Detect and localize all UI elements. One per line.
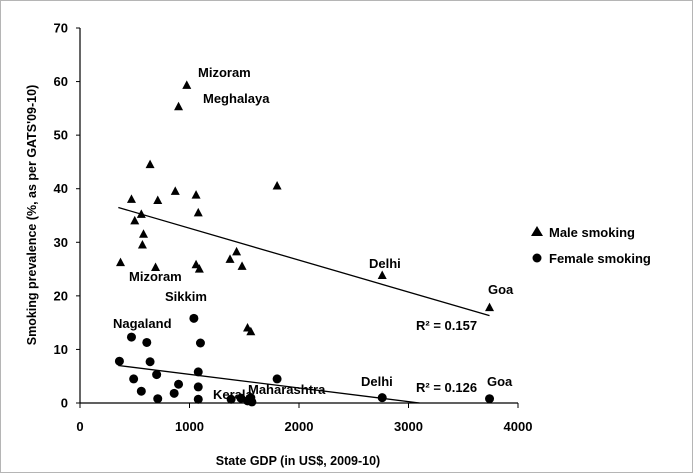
annotation-label: Mizoram bbox=[198, 65, 251, 80]
female-data-point bbox=[193, 394, 203, 404]
male-data-point bbox=[193, 207, 203, 217]
state-annotations: Mizoram Meghalaya Delhi Goa Mizoram Sikk… bbox=[113, 65, 514, 402]
female-data-point bbox=[126, 332, 136, 342]
female-data-point bbox=[195, 338, 205, 348]
male-smoking-points bbox=[116, 80, 495, 336]
annotation-label: Delhi bbox=[361, 374, 393, 389]
legend-label-female: Female smoking bbox=[549, 251, 651, 266]
female-data-point bbox=[193, 382, 203, 392]
legend-item-male: Male smoking bbox=[531, 225, 635, 240]
male-data-point bbox=[137, 239, 147, 249]
y-tick-labels: 0 10 20 30 40 50 60 70 bbox=[54, 21, 68, 411]
y-tick-label: 30 bbox=[54, 235, 68, 250]
annotation-label: Nagaland bbox=[113, 316, 172, 331]
female-data-point bbox=[272, 374, 282, 384]
female-data-point bbox=[142, 337, 152, 347]
x-tick-label: 0 bbox=[76, 419, 83, 434]
male-data-point bbox=[139, 229, 149, 238]
female-data-point bbox=[153, 394, 163, 404]
female-data-point bbox=[193, 367, 203, 377]
female-data-point bbox=[152, 370, 162, 380]
y-tick-label: 20 bbox=[54, 288, 68, 303]
annotation-label: Maharashtra bbox=[248, 382, 326, 397]
trendlines bbox=[118, 206, 490, 404]
y-tick-label: 10 bbox=[54, 342, 68, 357]
annotation-label: Sikkim bbox=[165, 289, 207, 304]
male-data-point bbox=[116, 257, 126, 267]
male-data-point bbox=[225, 254, 235, 263]
female-smoking-points bbox=[114, 313, 495, 407]
female-trendline bbox=[118, 364, 420, 404]
annotation-label: Goa bbox=[487, 374, 513, 389]
annotation-label: Goa bbox=[488, 282, 514, 297]
y-tick-label: 60 bbox=[54, 74, 68, 89]
male-data-point bbox=[272, 181, 282, 190]
x-tick-labels: 0 1000 2000 3000 4000 bbox=[76, 419, 532, 434]
female-data-point bbox=[169, 388, 179, 398]
male-data-point bbox=[145, 159, 155, 169]
annotation-label: Mizoram bbox=[129, 269, 182, 284]
y-axis bbox=[76, 27, 81, 404]
male-data-point bbox=[237, 261, 247, 270]
male-data-point bbox=[130, 215, 140, 225]
legend-label-male: Male smoking bbox=[549, 225, 635, 240]
female-r2-label: R² = 0.126 bbox=[416, 380, 477, 395]
male-data-point bbox=[126, 194, 136, 203]
x-tick-label: 1000 bbox=[175, 419, 204, 434]
annotation-label: Kerala bbox=[213, 387, 254, 402]
female-data-point bbox=[247, 397, 257, 407]
y-tick-label: 40 bbox=[54, 181, 68, 196]
male-data-point bbox=[174, 101, 184, 111]
legend: Male smoking Female smoking bbox=[531, 225, 651, 266]
x-tick-label: 4000 bbox=[504, 419, 533, 434]
y-tick-label: 0 bbox=[61, 396, 68, 411]
annotation-label: Delhi bbox=[369, 256, 401, 271]
female-data-point bbox=[189, 313, 199, 323]
female-data-point bbox=[226, 394, 236, 404]
circle-marker-icon bbox=[532, 253, 542, 263]
female-data-point bbox=[485, 394, 495, 404]
female-data-point bbox=[377, 393, 387, 403]
annotation-label: Meghalaya bbox=[203, 91, 270, 106]
female-data-point bbox=[129, 374, 139, 384]
female-data-point bbox=[114, 356, 124, 366]
triangle-marker-icon bbox=[531, 226, 543, 236]
female-data-point bbox=[174, 379, 184, 389]
male-data-point bbox=[232, 246, 242, 256]
male-data-point bbox=[246, 326, 256, 336]
y-tick-label: 50 bbox=[54, 128, 68, 143]
male-data-point bbox=[191, 190, 201, 199]
y-tick-label: 70 bbox=[54, 21, 68, 36]
x-tick-label: 2000 bbox=[285, 419, 314, 434]
x-tick-label: 3000 bbox=[394, 419, 423, 434]
legend-item-female: Female smoking bbox=[532, 251, 651, 266]
x-axis-label: State GDP (in US$, 2009-10) bbox=[216, 454, 380, 468]
male-data-point bbox=[485, 302, 495, 312]
male-data-point bbox=[182, 80, 192, 89]
male-data-point bbox=[136, 209, 146, 218]
female-data-point bbox=[136, 386, 146, 396]
male-trendline bbox=[118, 206, 490, 317]
female-data-point bbox=[145, 357, 155, 367]
male-data-point bbox=[377, 270, 387, 279]
male-data-point bbox=[153, 195, 163, 204]
male-data-point bbox=[194, 264, 204, 273]
x-axis bbox=[79, 402, 519, 408]
male-data-point bbox=[170, 186, 180, 195]
y-axis-label: Smoking prevalence (%, as per GATS'09-10… bbox=[25, 85, 39, 345]
male-r2-label: R² = 0.157 bbox=[416, 318, 477, 333]
male-data-point bbox=[151, 262, 161, 271]
